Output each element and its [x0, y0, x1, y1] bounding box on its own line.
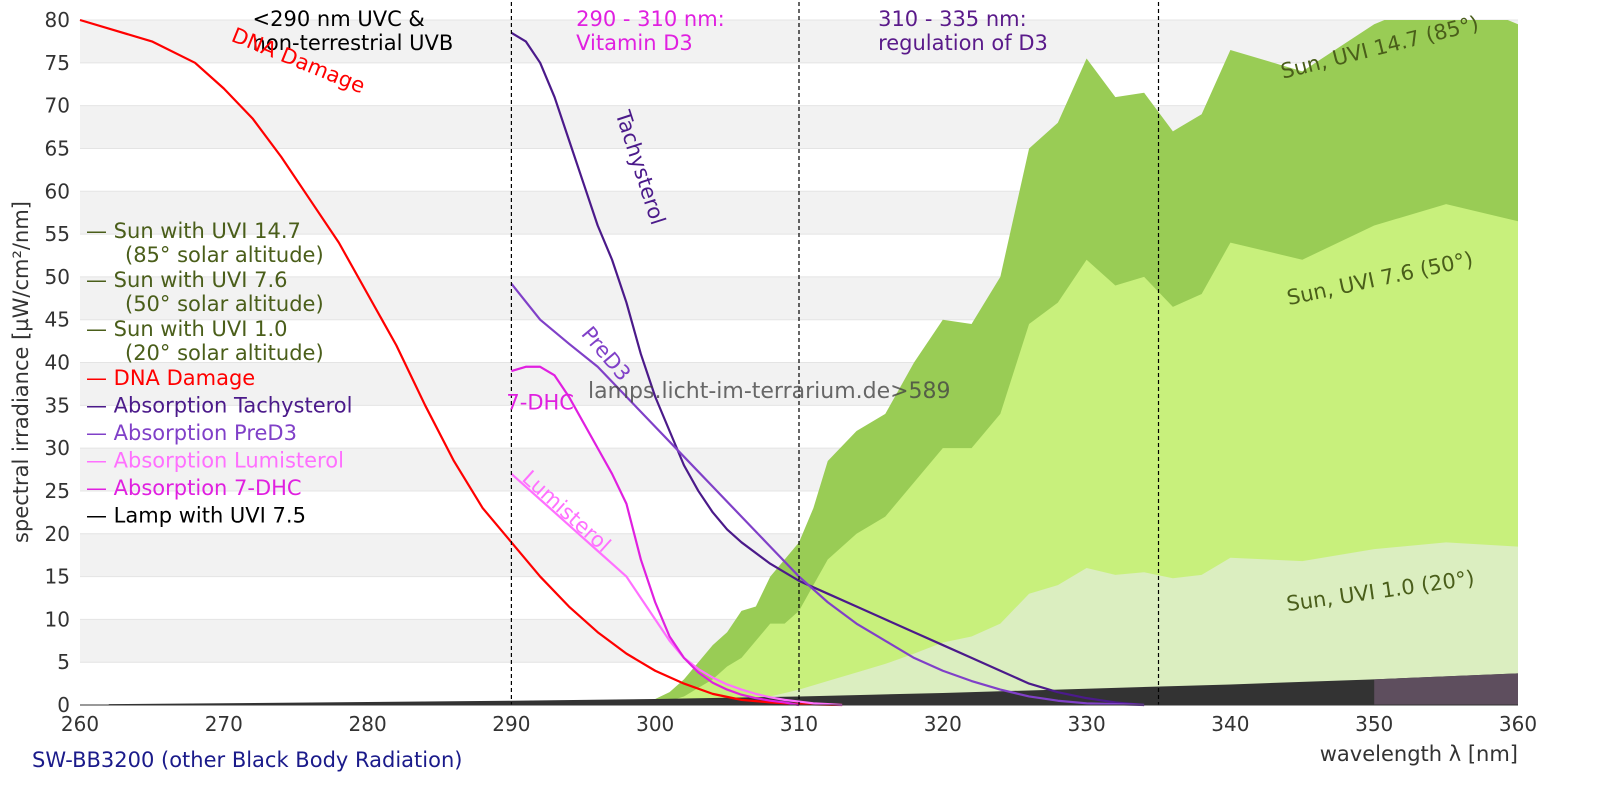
y-tick-label: 10 [45, 607, 70, 631]
curve-absorption-pred3 [510, 283, 1145, 707]
curve-label: 7-DHC [506, 391, 574, 415]
lamp-area-highlight [1374, 673, 1518, 705]
legend-entry: — Sun with UVI 7.6 [86, 268, 288, 292]
y-tick-label: 40 [45, 351, 70, 375]
y-tick-label: 30 [45, 436, 70, 460]
curve-absorption-7-dhc [511, 365, 800, 707]
y-tick-label: 80 [45, 8, 70, 32]
x-tick-label: 290 [492, 712, 530, 736]
axes: 0 5 10 15 20 25 30 35 40 45 50 55 60 65 70 75 80 260 270 28… [45, 8, 1538, 736]
y-tick-label: 25 [45, 479, 70, 503]
region-label: Vitamin D3 [576, 31, 693, 55]
y-tick-label: 50 [45, 265, 70, 289]
y-axis-label: spectral irradiance [µW/cm²/nm] [9, 201, 33, 543]
legend-entry: — Absorption Tachysterol [86, 394, 352, 418]
x-tick-label: 270 [205, 712, 243, 736]
curve-absorption-tachysterol [510, 31, 1145, 707]
x-tick-label: 280 [349, 712, 387, 736]
region-dividers [510, 2, 1160, 705]
legend-entry: — Absorption 7-DHC [86, 476, 302, 500]
lamp-spectrum [108, 673, 1518, 705]
y-tick-label: 70 [45, 94, 70, 118]
y-tick-label: 15 [45, 565, 70, 589]
legend-entry: — Sun with UVI 14.7 [86, 219, 301, 243]
y-tick-label: 5 [57, 650, 70, 674]
legend-entry-detail: (85° solar altitude) [125, 243, 324, 267]
curve-absorption-lumisterol [510, 472, 843, 707]
region-label: <290 nm UVC & [253, 7, 425, 31]
legend: — Sun with UVI 14.7(85° solar altitude)—… [86, 219, 352, 528]
x-tick-label: 360 [1499, 712, 1537, 736]
x-tick-label: 300 [636, 712, 674, 736]
legend-entry: — Absorption PreD3 [86, 421, 297, 445]
y-tick-label: 35 [45, 393, 70, 417]
y-tick-label: 65 [45, 136, 70, 160]
x-tick-label: 260 [61, 712, 99, 736]
region-label: non-terrestrial UVB [253, 31, 454, 55]
legend-entry: — Absorption Lumisterol [86, 449, 344, 473]
x-tick-label: 350 [1355, 712, 1393, 736]
y-tick-label: 60 [45, 179, 70, 203]
legend-entry: — DNA Damage [86, 366, 255, 390]
y-tick-label: 75 [45, 51, 70, 75]
y-tick-label: 55 [45, 222, 70, 246]
legend-entry: — Sun with UVI 1.0 [86, 317, 288, 341]
y-tick-label: 0 [57, 693, 70, 717]
y-tick-label: 45 [45, 308, 70, 332]
watermark: lamps.licht-im-terrarium.de>589 [588, 379, 951, 404]
legend-entry-detail: (20° solar altitude) [125, 341, 324, 365]
x-tick-label: 320 [924, 712, 962, 736]
area-sun-with-uvi-1-0 [712, 542, 1518, 705]
legend-entry: — Lamp with UVI 7.5 [86, 504, 306, 528]
region-label: 290 - 310 nm: [576, 7, 725, 31]
legend-entry-detail: (50° solar altitude) [125, 292, 324, 316]
y-tick-label: 20 [45, 522, 70, 546]
grid-band [80, 20, 1518, 63]
footer-lamp-name: SW-BB3200 (other Black Body Radiation) [32, 748, 462, 772]
curve-dna-damage [79, 18, 843, 707]
region-label: 310 - 335 nm: [878, 7, 1027, 31]
lamp-area [108, 673, 1518, 705]
x-axis-label: wavelength λ [nm] [1320, 742, 1518, 766]
x-tick-label: 310 [780, 712, 818, 736]
region-label: regulation of D3 [878, 31, 1048, 55]
x-tick-label: 340 [1211, 712, 1249, 736]
sun-spectra-areas [597, 20, 1518, 705]
x-tick-label: 330 [1068, 712, 1106, 736]
absorption-curves [79, 18, 1145, 707]
